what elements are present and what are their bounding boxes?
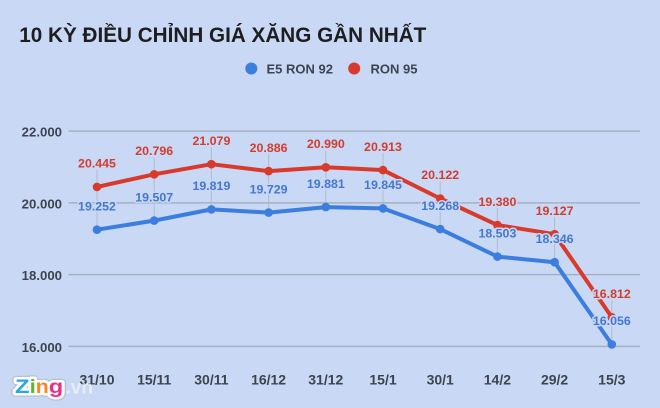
- svg-text:20.886: 20.886: [250, 141, 288, 155]
- svg-text:19.881: 19.881: [307, 177, 345, 191]
- svg-text:g: g: [49, 376, 64, 398]
- svg-text:20.796: 20.796: [135, 144, 173, 158]
- svg-text:i: i: [30, 376, 36, 398]
- svg-text:16.812: 16.812: [593, 287, 631, 301]
- svg-text:19.268: 19.268: [421, 199, 459, 213]
- svg-text:22.000: 22.000: [22, 125, 62, 140]
- svg-text:19.729: 19.729: [250, 182, 288, 196]
- svg-text:16/12: 16/12: [251, 372, 286, 388]
- svg-text:RON 95: RON 95: [371, 62, 418, 77]
- svg-text:19.507: 19.507: [135, 190, 173, 204]
- svg-text:31/12: 31/12: [308, 372, 343, 388]
- svg-text:30/1: 30/1: [427, 372, 454, 388]
- svg-text:19.819: 19.819: [192, 179, 230, 193]
- svg-text:15/3: 15/3: [598, 372, 625, 388]
- svg-text:E5 RON 92: E5 RON 92: [267, 62, 333, 77]
- svg-text:.vn: .vn: [66, 378, 93, 399]
- svg-text:n: n: [36, 376, 49, 398]
- svg-text:19.252: 19.252: [78, 199, 116, 213]
- svg-text:19.845: 19.845: [364, 178, 402, 192]
- svg-text:10 KỲ ĐIỀU CHỈNH GIÁ XĂNG GẦN: 10 KỲ ĐIỀU CHỈNH GIÁ XĂNG GẦN NHẤT: [19, 23, 426, 47]
- svg-text:i: i: [30, 376, 36, 398]
- svg-text:20.990: 20.990: [307, 137, 345, 151]
- svg-text:20.445: 20.445: [78, 157, 116, 171]
- svg-text:16.000: 16.000: [22, 340, 62, 355]
- svg-text:16.056: 16.056: [593, 314, 631, 328]
- svg-text:18.503: 18.503: [478, 226, 516, 240]
- svg-text:20.122: 20.122: [421, 168, 459, 182]
- svg-text:31/10: 31/10: [79, 372, 114, 388]
- svg-text:29/2: 29/2: [541, 372, 568, 388]
- svg-text:15/11: 15/11: [137, 372, 171, 388]
- svg-text:19.380: 19.380: [478, 195, 516, 209]
- svg-text:n: n: [36, 376, 49, 398]
- svg-text:18.346: 18.346: [536, 232, 574, 246]
- svg-text:19.127: 19.127: [536, 204, 574, 218]
- svg-text:18.000: 18.000: [22, 268, 62, 283]
- svg-text:20.000: 20.000: [22, 196, 62, 211]
- svg-text:14/2: 14/2: [484, 372, 511, 388]
- svg-text:Z: Z: [15, 376, 30, 398]
- svg-text:15/1: 15/1: [369, 372, 396, 388]
- svg-text:Z: Z: [15, 376, 30, 398]
- svg-text:Zing: Zing: [15, 376, 63, 398]
- svg-text:g: g: [49, 376, 64, 398]
- svg-text:20.913: 20.913: [364, 140, 402, 154]
- svg-text:21.079: 21.079: [192, 134, 230, 148]
- svg-text:30/11: 30/11: [194, 372, 228, 388]
